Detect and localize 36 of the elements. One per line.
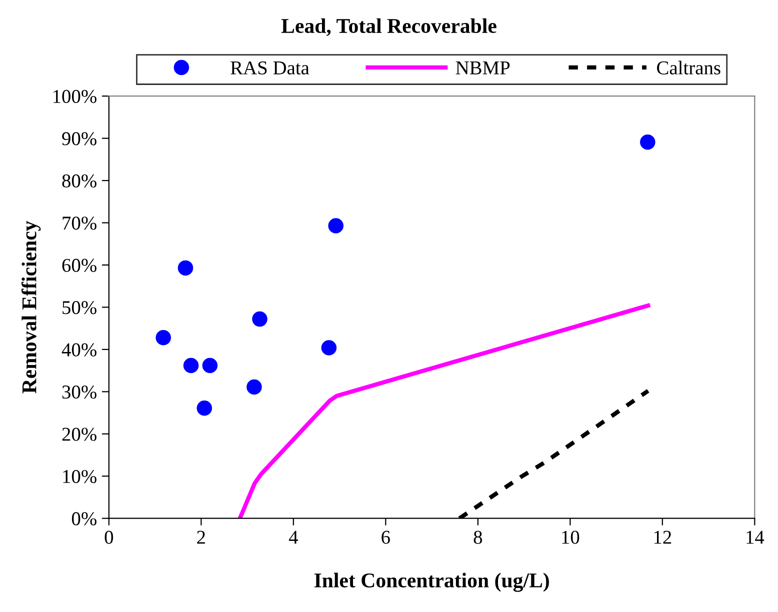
y-tick-label: 50% xyxy=(62,301,96,314)
legend-label: NBMP xyxy=(456,62,510,74)
point xyxy=(252,311,268,327)
y-axis-title: Removal Efficiency xyxy=(21,220,41,394)
point xyxy=(196,400,212,416)
x-tick-label: 8 xyxy=(474,530,482,544)
y-tick-label: 70% xyxy=(62,216,96,230)
x-tick-label: 12 xyxy=(654,530,672,544)
x-tick-label: 4 xyxy=(288,530,298,544)
y-tick-label: 20% xyxy=(62,428,96,441)
y-tick-label: 90% xyxy=(62,132,96,146)
legend-label: Caltrans xyxy=(657,60,720,74)
y-tick-label: 60% xyxy=(62,258,96,272)
x-tick-label: 14 xyxy=(746,530,764,544)
point xyxy=(156,330,171,346)
y-tick-label: 30% xyxy=(62,385,96,399)
line-series xyxy=(238,303,650,518)
point xyxy=(246,379,262,395)
point xyxy=(202,358,218,374)
x-axis-title: Inlet Concentration (ug/L) xyxy=(314,572,549,592)
y-tick-label: 10% xyxy=(63,470,96,484)
x-tick-label: 10 xyxy=(562,530,580,544)
y-tick-label: 100% xyxy=(53,90,96,104)
y-tick-label: 0% xyxy=(72,512,96,526)
point xyxy=(328,218,344,234)
point xyxy=(321,340,337,356)
x-tick-label: 2 xyxy=(197,530,205,544)
point xyxy=(640,134,656,150)
x-tick-label: 0 xyxy=(104,530,114,544)
x-tick-label: 6 xyxy=(382,530,390,544)
y-tick-label: 80% xyxy=(62,174,96,188)
point xyxy=(183,358,199,374)
point xyxy=(178,260,194,276)
legend-label: RAS Data xyxy=(230,61,310,74)
y-tick-label: 40% xyxy=(62,343,96,356)
chart-title: Lead, Total Recoverable xyxy=(281,18,496,36)
